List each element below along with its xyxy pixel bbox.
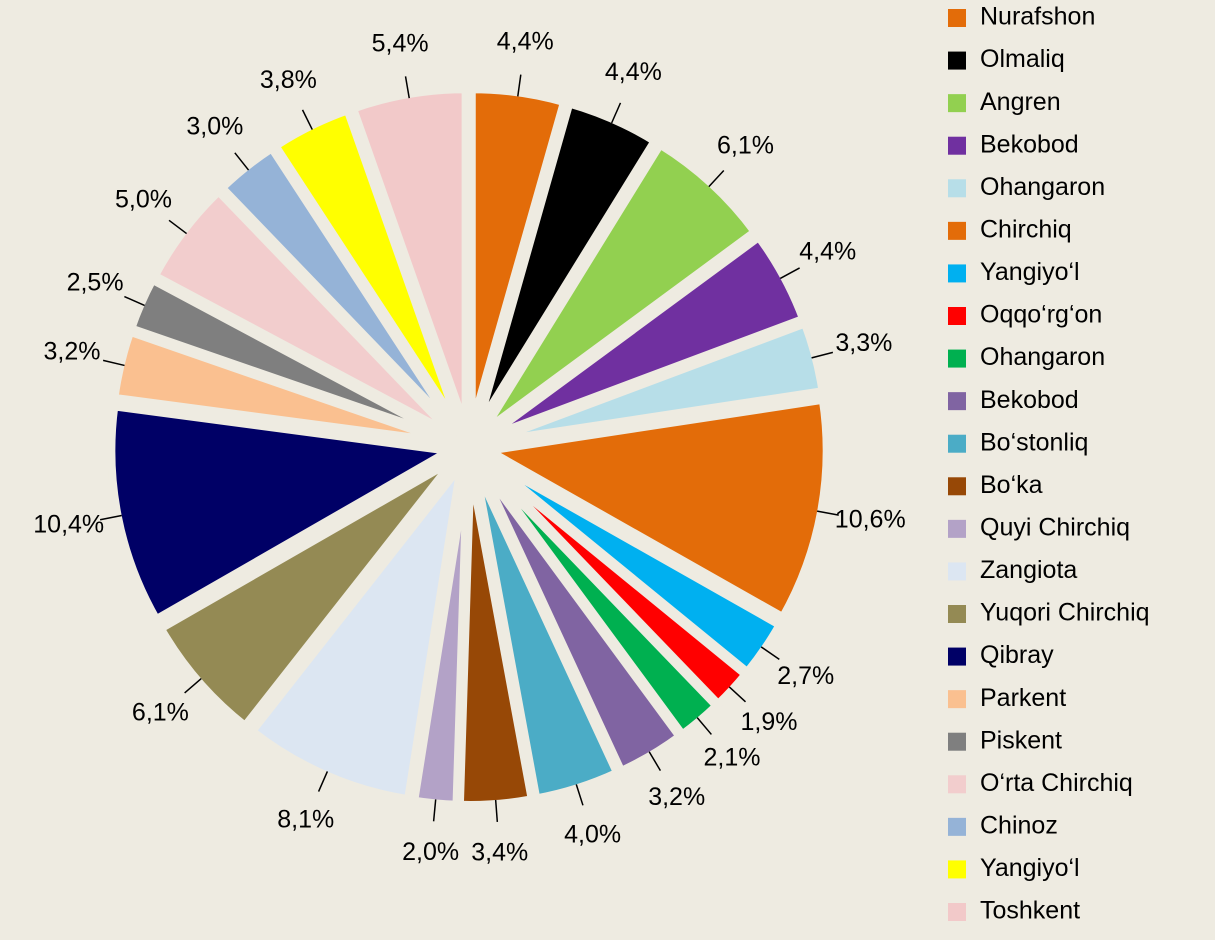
legend-label: Bo‘ka — [980, 471, 1043, 499]
data-label: 1,9% — [741, 708, 798, 736]
legend-label: Yangiyo‘l — [980, 854, 1080, 882]
leader-line — [124, 295, 145, 307]
legend-label: Bekobod — [980, 130, 1079, 158]
legend-swatch — [948, 562, 966, 581]
leader-line — [811, 351, 834, 359]
leader-line — [99, 514, 122, 521]
leader-line — [648, 751, 662, 772]
legend-swatch — [948, 647, 966, 666]
legend-swatch — [948, 349, 966, 368]
leader-line — [728, 686, 747, 703]
data-label: 3,3% — [835, 329, 892, 357]
leader-line — [610, 102, 622, 124]
leader-line — [760, 646, 780, 660]
legend-swatch — [948, 392, 966, 411]
legend-label: Nurafshon — [980, 3, 1095, 31]
legend-label: Quyi Chirchiq — [980, 513, 1130, 541]
legend-swatch — [948, 605, 966, 623]
legend-label: Qibray — [980, 641, 1054, 669]
data-label: 4,4% — [799, 237, 856, 265]
legend-swatch — [948, 51, 966, 70]
legend-swatch — [948, 775, 966, 794]
legend-swatch — [948, 903, 966, 921]
leader-line — [708, 169, 725, 188]
data-label: 6,1% — [132, 699, 189, 727]
legend-swatch — [948, 9, 966, 27]
leader-line — [301, 109, 313, 130]
legend-label: Oqqo‘rg‘on — [980, 301, 1102, 329]
legend-label: Ohangaron — [980, 173, 1105, 201]
data-label: 3,2% — [43, 338, 100, 366]
data-label: 2,0% — [402, 838, 459, 866]
leader-line — [517, 74, 522, 97]
leader-line — [184, 678, 202, 694]
legend-swatch — [948, 264, 966, 283]
legend-label: Toshkent — [980, 897, 1080, 925]
data-label: 3,2% — [648, 783, 705, 811]
leader-line — [779, 267, 800, 280]
data-label: 6,1% — [717, 132, 774, 160]
leader-line — [432, 799, 437, 822]
legend-swatch — [948, 307, 966, 325]
legend-swatch — [948, 690, 966, 709]
data-label: 3,8% — [260, 66, 317, 94]
leader-line — [234, 152, 250, 171]
legend-label: Chirchiq — [980, 215, 1072, 243]
legend-swatch — [948, 477, 966, 496]
data-label: 4,4% — [497, 28, 554, 56]
legend-swatch — [948, 860, 966, 879]
legend-label: Parkent — [980, 684, 1066, 712]
legend-swatch — [948, 732, 966, 751]
data-label: 4,4% — [605, 58, 662, 86]
legend-swatch — [948, 221, 966, 240]
legend-swatch — [948, 434, 966, 453]
legend-label: Bo‘stonliq — [980, 428, 1088, 456]
legend-label: O‘rta Chirchiq — [980, 769, 1133, 797]
legend-label: Ohangaron — [980, 343, 1105, 371]
legend-label: Yuqori Chirchiq — [980, 599, 1150, 627]
leader-line — [494, 799, 499, 822]
data-label: 3,0% — [186, 112, 243, 140]
legend-swatch — [948, 179, 966, 198]
leader-line — [102, 359, 125, 367]
leader-line — [317, 771, 329, 792]
leader-line — [404, 76, 410, 99]
legend-swatch — [948, 136, 966, 155]
legend-label: Zangiota — [980, 556, 1077, 584]
data-label: 2,5% — [67, 268, 124, 296]
legend-label: Chinoz — [980, 811, 1058, 839]
legend-label: Angren — [980, 88, 1061, 116]
legend-label: Piskent — [980, 726, 1062, 754]
leader-line — [168, 219, 188, 235]
legend-label: Olmaliq — [980, 45, 1065, 73]
data-label: 8,1% — [277, 806, 334, 834]
leader-line — [696, 717, 712, 735]
legend-swatch — [948, 519, 966, 538]
data-label: 10,6% — [835, 506, 906, 534]
data-label: 10,4% — [33, 511, 104, 539]
leader-line — [575, 784, 584, 806]
legend-swatch — [948, 817, 966, 836]
legend-swatch — [948, 94, 966, 113]
data-label: 2,1% — [704, 744, 761, 772]
legend-label: Bekobod — [980, 386, 1079, 414]
legend-label: Yangiyo‘l — [980, 258, 1080, 286]
leader-line — [817, 510, 839, 516]
data-label: 3,4% — [471, 838, 528, 866]
data-label: 5,0% — [115, 186, 172, 214]
data-label: 5,4% — [372, 29, 429, 57]
data-label: 2,7% — [777, 662, 834, 690]
data-label: 4,0% — [564, 820, 621, 848]
